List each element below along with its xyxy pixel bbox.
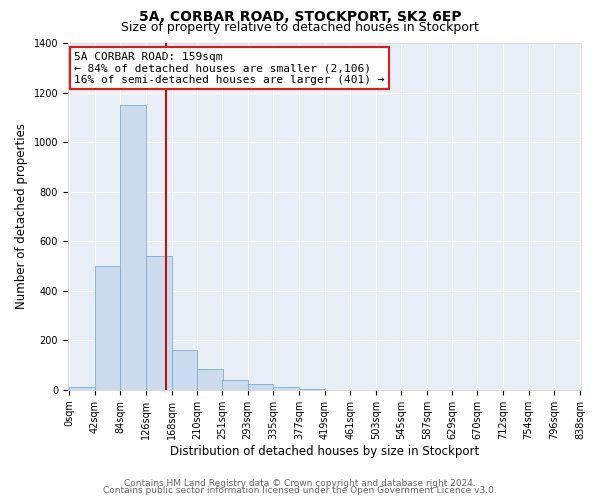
Bar [69, 388, 95, 390]
Text: Contains HM Land Registry data © Crown copyright and database right 2024.: Contains HM Land Registry data © Crown c… [124, 478, 476, 488]
Text: 5A CORBAR ROAD: 159sqm
← 84% of detached houses are smaller (2,106)
16% of semi-: 5A CORBAR ROAD: 159sqm ← 84% of detached… [74, 52, 385, 85]
Text: Contains public sector information licensed under the Open Government Licence v3: Contains public sector information licen… [103, 486, 497, 495]
Bar [95, 266, 121, 390]
Bar [146, 256, 172, 390]
Bar [274, 388, 299, 390]
Bar [248, 384, 274, 390]
Text: Size of property relative to detached houses in Stockport: Size of property relative to detached ho… [121, 21, 479, 34]
Y-axis label: Number of detached properties: Number of detached properties [15, 124, 28, 310]
Bar [121, 105, 146, 390]
Bar [222, 380, 248, 390]
Bar [197, 369, 223, 390]
Text: 5A, CORBAR ROAD, STOCKPORT, SK2 6EP: 5A, CORBAR ROAD, STOCKPORT, SK2 6EP [139, 10, 461, 24]
Bar [172, 350, 197, 390]
X-axis label: Distribution of detached houses by size in Stockport: Distribution of detached houses by size … [170, 444, 479, 458]
